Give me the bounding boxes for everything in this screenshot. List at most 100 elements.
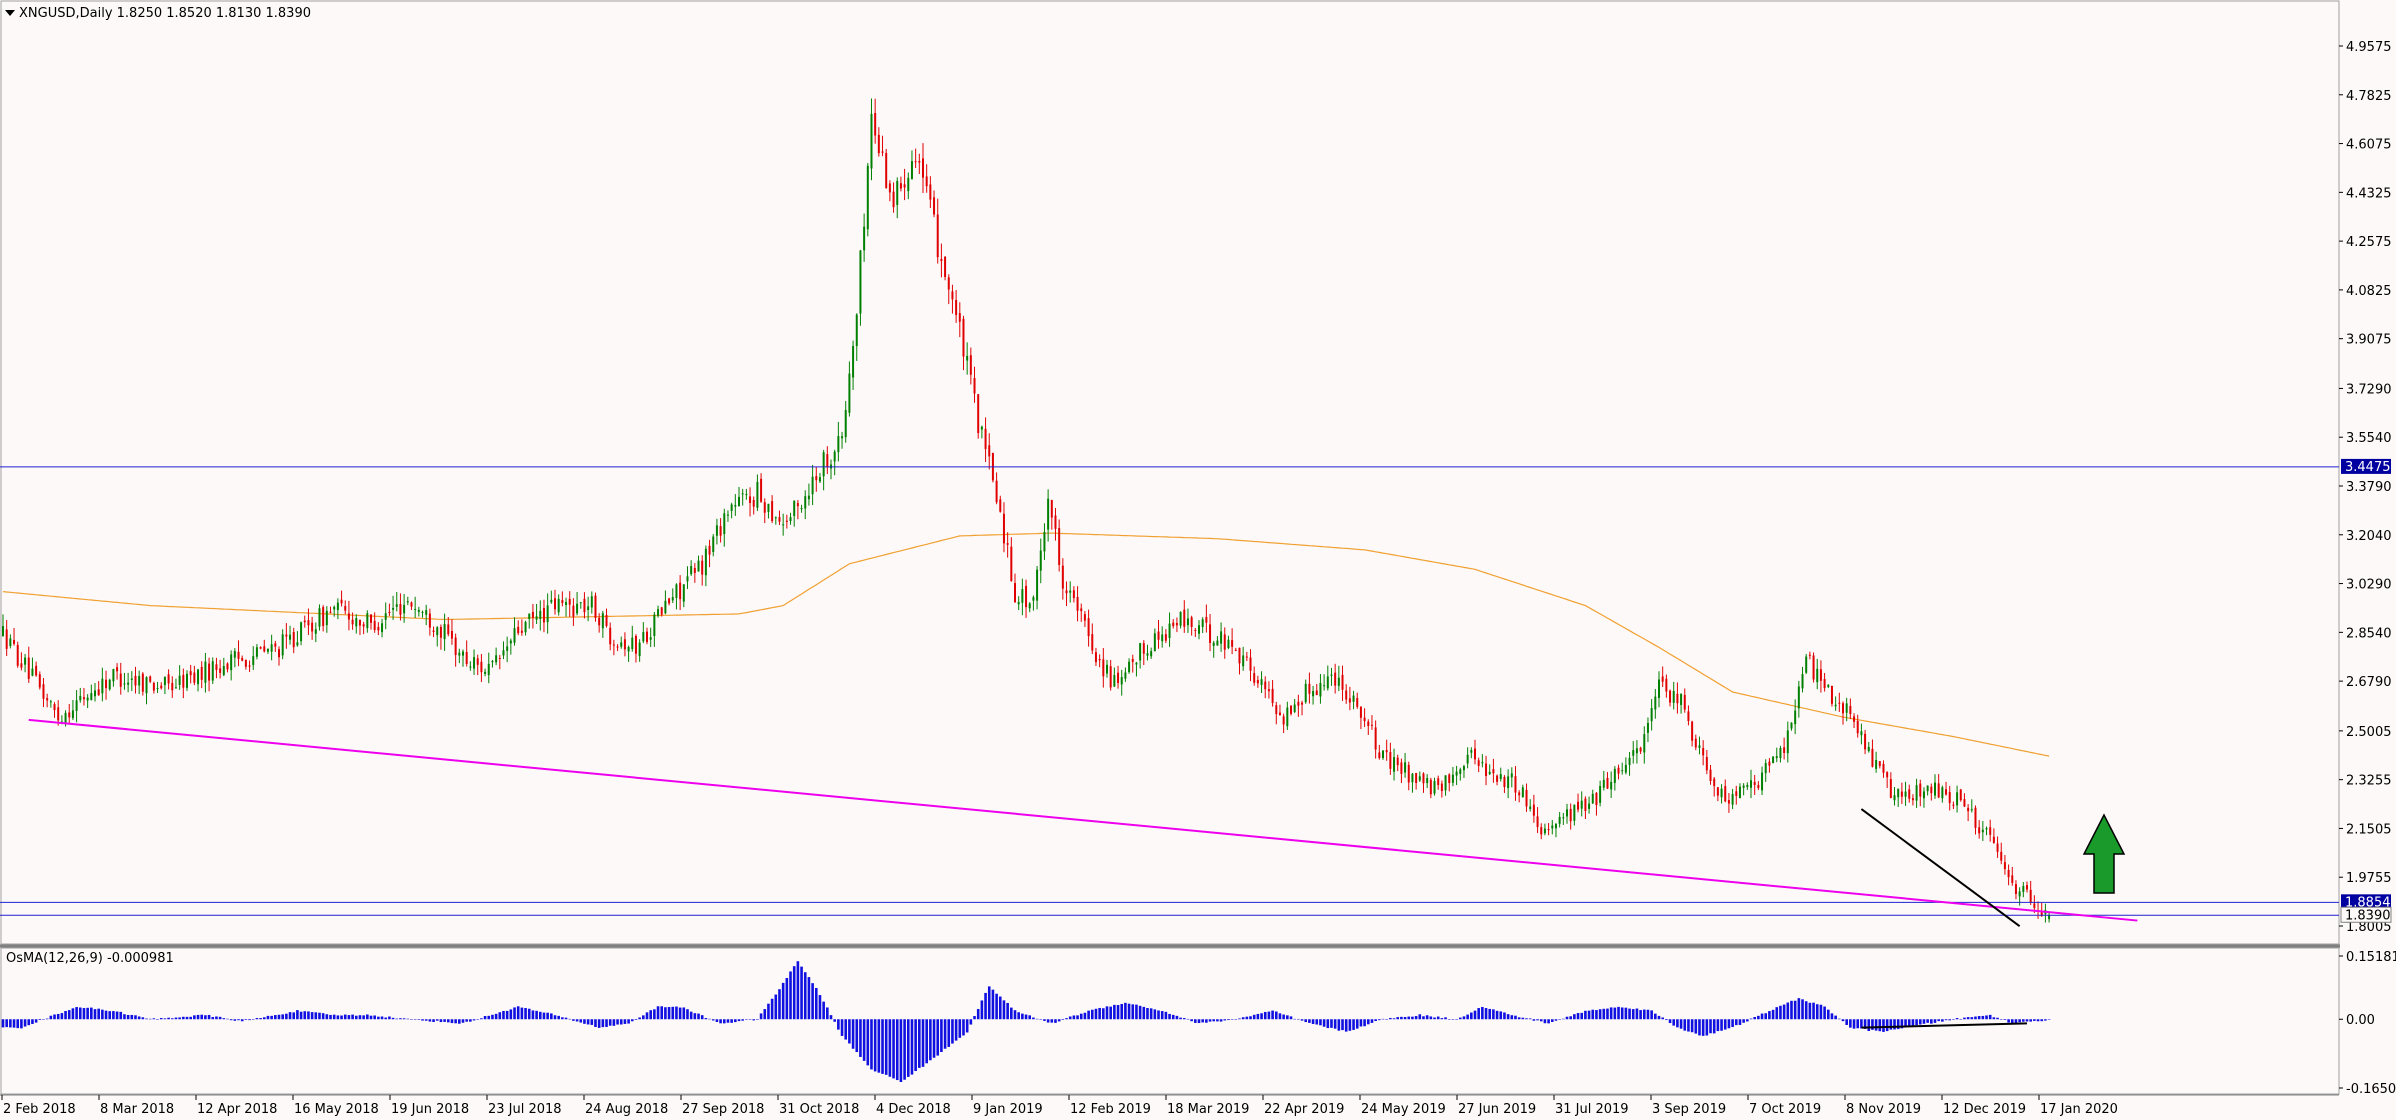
candle — [509, 638, 512, 655]
osma-bar — [722, 1019, 726, 1024]
osma-bar — [575, 1019, 579, 1022]
osma-bar — [1606, 1008, 1609, 1020]
candle — [1175, 617, 1178, 633]
osma-bar — [579, 1019, 583, 1023]
osma-bar — [1771, 1009, 1775, 1020]
candle — [1860, 723, 1863, 745]
candle — [1646, 717, 1649, 743]
price-panel[interactable]: 4.9575 4.7825 4.6075 4.4325 4.2575 4.0825 3.90… — [0, 0, 2392, 945]
osma-bar — [553, 1015, 557, 1020]
candle — [1805, 653, 1808, 675]
candle — [1875, 751, 1878, 773]
osma-bar — [778, 989, 781, 1020]
osma-bar — [513, 1007, 516, 1020]
osma-bar — [1907, 1019, 1911, 1027]
candle — [1551, 819, 1554, 835]
osma-bar — [1841, 1019, 1845, 1022]
osma-bar — [443, 1019, 446, 1022]
candle — [1827, 684, 1830, 689]
osma-bar — [903, 1019, 906, 1080]
candle — [1882, 760, 1885, 778]
osma-bar — [1105, 1006, 1109, 1020]
osma-bar — [270, 1015, 273, 1020]
osma-bar — [1190, 1019, 1193, 1022]
osma-bar — [1580, 1012, 1584, 1020]
candle — [657, 605, 660, 618]
osma-bar — [520, 1007, 524, 1020]
osma-bar — [1234, 1019, 1238, 1020]
osma-bar — [1208, 1019, 1212, 1022]
candle — [1713, 777, 1716, 797]
candle — [1661, 666, 1664, 687]
candle — [1337, 665, 1340, 692]
osma-bar — [1054, 1019, 1057, 1023]
candle — [82, 687, 85, 706]
candle — [1540, 823, 1543, 840]
osma-bar — [491, 1014, 494, 1020]
osma-bar — [266, 1015, 270, 1020]
candle — [520, 619, 523, 636]
candle — [1032, 595, 1035, 611]
osma-bar — [446, 1019, 450, 1023]
candle — [506, 636, 509, 663]
candle — [2000, 842, 2003, 865]
osma-bar — [859, 1019, 862, 1057]
osma-bar — [557, 1015, 560, 1020]
osma-bar — [1826, 1009, 1830, 1020]
osma-bar — [1146, 1008, 1149, 1020]
oscillator-panel[interactable]: 0.15181 0.00 -0.16503 — [0, 947, 2396, 1097]
osma-bar — [785, 977, 789, 1020]
candle — [163, 676, 166, 695]
candle — [826, 446, 829, 474]
osma-bar — [918, 1019, 921, 1068]
osma-bar — [770, 998, 774, 1020]
candle — [248, 660, 251, 672]
osma-bar — [1076, 1015, 1079, 1020]
osma-bar — [450, 1019, 454, 1024]
osma-bar — [1403, 1016, 1407, 1020]
oscillator-divergence-layer[interactable] — [1861, 1022, 2028, 1029]
candle — [1610, 771, 1613, 798]
osma-bar — [1333, 1019, 1337, 1029]
osma-bar — [1683, 1019, 1687, 1031]
osma-bar — [1455, 1019, 1458, 1020]
candle — [1426, 774, 1429, 789]
candle — [929, 176, 932, 209]
dropdown-triangle-icon[interactable] — [5, 10, 15, 16]
osma-bar — [1720, 1019, 1723, 1031]
candle — [1393, 748, 1396, 781]
osma-bar — [218, 1016, 222, 1020]
candle — [127, 672, 130, 693]
oscillator-divergence-line[interactable] — [1861, 1022, 2028, 1029]
osma-bar — [527, 1008, 531, 1020]
osma-bar — [1617, 1006, 1620, 1020]
price-divergence-line[interactable] — [1860, 808, 2021, 927]
candle — [1179, 611, 1182, 629]
osma-bar — [1687, 1019, 1690, 1032]
candle — [1120, 669, 1123, 696]
osma-bar — [715, 1019, 719, 1022]
osma-bar — [1263, 1011, 1267, 1020]
candle — [1264, 676, 1267, 699]
osma-bar — [851, 1019, 855, 1049]
candle — [1783, 737, 1786, 760]
candle — [726, 510, 729, 522]
candle — [760, 473, 763, 503]
candle — [811, 464, 814, 506]
time-tick-label: 31 Jul 2019 — [1555, 1102, 1629, 1117]
candle — [329, 606, 332, 614]
osma-bar — [303, 1011, 307, 1020]
osma-bar — [1856, 1019, 1860, 1029]
candle — [1893, 787, 1896, 806]
osma-bar — [1252, 1014, 1256, 1020]
osma-bar — [1584, 1010, 1587, 1020]
trendline-layer[interactable] — [28, 718, 2138, 927]
candle — [230, 650, 233, 681]
osma-bar — [1175, 1015, 1179, 1020]
support-trendline[interactable] — [28, 718, 2138, 922]
osma-bar — [1135, 1004, 1138, 1020]
osma-bar — [75, 1007, 78, 1020]
osma-bar — [1668, 1019, 1672, 1024]
candle — [384, 602, 387, 630]
